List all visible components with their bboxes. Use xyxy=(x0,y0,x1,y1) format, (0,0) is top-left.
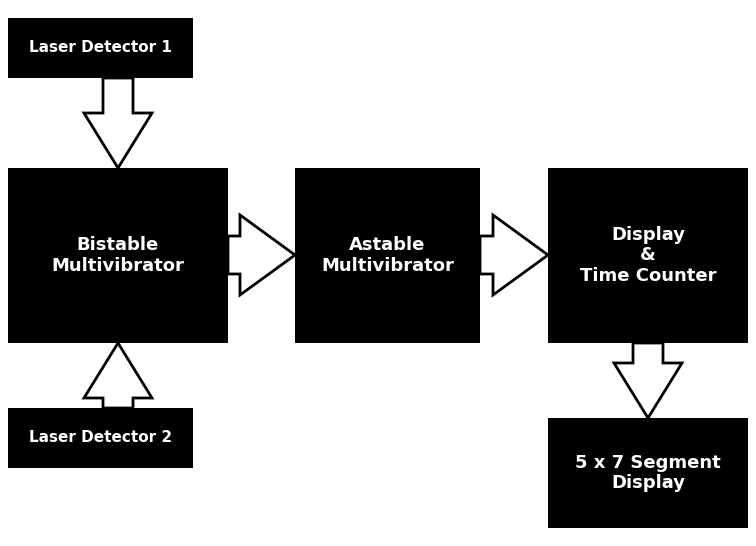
Text: Display
&
Time Counter: Display & Time Counter xyxy=(580,225,716,286)
Polygon shape xyxy=(480,215,548,295)
Polygon shape xyxy=(84,343,152,408)
Text: 5 x 7 Segment
Display: 5 x 7 Segment Display xyxy=(575,454,721,492)
Polygon shape xyxy=(614,343,682,418)
Bar xyxy=(8,18,193,78)
Text: Astable
Multivibrator: Astable Multivibrator xyxy=(321,236,454,275)
Polygon shape xyxy=(84,78,152,168)
Text: Bistable
Multivibrator: Bistable Multivibrator xyxy=(51,236,184,275)
Polygon shape xyxy=(228,215,295,295)
Bar xyxy=(295,168,480,343)
Text: Laser Detector 1: Laser Detector 1 xyxy=(29,40,172,56)
Bar xyxy=(8,408,193,468)
Bar xyxy=(548,168,748,343)
Text: Laser Detector 2: Laser Detector 2 xyxy=(29,430,172,446)
Bar xyxy=(548,418,748,528)
Bar xyxy=(8,168,228,343)
